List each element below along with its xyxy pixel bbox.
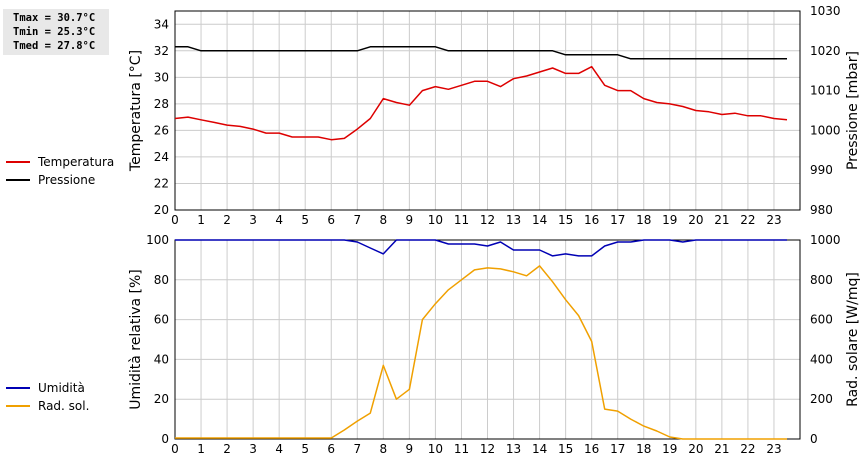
y2-tick-label: 800 [810,273,833,287]
y-tick-label: 32 [154,44,169,58]
y-tick-label: 20 [154,392,169,406]
y2-tick-label: 1000 [810,123,841,137]
y2-tick-label: 0 [810,432,818,446]
y-axis-label: Temperatura [°C] [128,50,144,172]
x-tick-label: 0 [171,213,179,227]
x-tick-label: 9 [406,213,414,227]
y2-tick-label: 400 [810,352,833,366]
y2-axis-label: Pressione [mbar] [845,51,860,170]
x-tick-label: 4 [275,213,283,227]
x-tick-label: 22 [740,213,755,227]
y2-tick-label: 1010 [810,84,841,98]
x-tick-label: 20 [688,442,703,456]
legend-label: Pressione [38,173,95,187]
x-tick-label: 21 [714,213,729,227]
x-tick-label: 7 [353,442,361,456]
x-tick-label: 17 [610,213,625,227]
y2-axis-label: Rad. solare [W/mq] [845,272,860,407]
y2-tick-label: 1030 [810,4,841,18]
x-tick-label: 15 [558,442,573,456]
x-tick-label: 14 [532,213,547,227]
x-tick-label: 8 [380,213,388,227]
x-tick-label: 6 [327,213,335,227]
x-tick-label: 3 [249,442,257,456]
x-tick-label: 12 [480,442,495,456]
y2-tick-label: 1000 [810,233,841,247]
x-tick-label: 2 [223,442,231,456]
plot-frame [174,10,801,211]
x-tick-label: 13 [506,442,521,456]
y-tick-label: 100 [146,233,169,247]
y-tick-label: 80 [154,273,169,287]
y2-tick-label: 200 [810,392,833,406]
tmin-text: Tmin = 25.3°C [13,26,96,38]
x-tick-label: 2 [223,213,231,227]
x-tick-label: 12 [480,213,495,227]
x-tick-label: 21 [714,442,729,456]
x-tick-label: 11 [454,213,469,227]
y2-tick-label: 600 [810,313,833,327]
x-tick-label: 19 [662,442,677,456]
x-tick-label: 5 [301,442,309,456]
y2-tick-label: 990 [810,163,833,177]
series-line [175,239,787,257]
x-tick-label: 5 [301,213,309,227]
y-tick-label: 34 [154,17,169,31]
legend-label: Rad. sol. [38,399,89,413]
x-tick-label: 16 [584,213,599,227]
x-tick-label: 22 [740,442,755,456]
x-tick-label: 14 [532,442,547,456]
x-tick-label: 0 [171,442,179,456]
x-tick-label: 7 [353,213,361,227]
series-line [175,46,787,60]
tmax-text: Tmax = 30.7°C [13,12,96,24]
x-tick-label: 23 [766,213,781,227]
series-line [174,65,788,141]
y-tick-label: 22 [154,176,169,190]
tmed-text: Tmed = 27.8°C [13,40,96,52]
y-tick-label: 30 [154,70,169,84]
x-tick-label: 11 [454,442,469,456]
plot-frame [174,239,801,440]
y-axis-label: Umidità relativa [%] [128,269,144,410]
y-tick-label: 20 [154,203,169,217]
y-tick-label: 24 [154,150,169,164]
x-tick-label: 16 [584,442,599,456]
legend-label: Umidità [38,381,85,395]
x-tick-label: 6 [327,442,335,456]
y-tick-label: 60 [154,313,169,327]
x-tick-label: 23 [766,442,781,456]
y-tick-label: 0 [161,432,169,446]
x-tick-label: 1 [197,442,205,456]
series-line [175,265,787,440]
x-tick-label: 9 [406,442,414,456]
y-tick-label: 40 [154,352,169,366]
stats-box: Tmax = 30.7°C Tmin = 25.3°C Tmed = 27.8°… [3,9,109,55]
x-tick-label: 8 [380,442,388,456]
x-tick-label: 20 [688,213,703,227]
legend-label: Temperatura [37,155,114,169]
x-tick-label: 1 [197,213,205,227]
y-tick-label: 28 [154,97,169,111]
x-tick-label: 15 [558,213,573,227]
y2-tick-label: 1020 [810,44,841,58]
x-tick-label: 18 [636,213,651,227]
x-tick-label: 17 [610,442,625,456]
x-tick-label: 18 [636,442,651,456]
y2-tick-label: 980 [810,203,833,217]
x-tick-label: 3 [249,213,257,227]
x-tick-label: 10 [428,213,443,227]
x-tick-label: 10 [428,442,443,456]
x-tick-label: 4 [275,442,283,456]
x-tick-label: 13 [506,213,521,227]
y-tick-label: 26 [154,123,169,137]
x-tick-label: 19 [662,213,677,227]
